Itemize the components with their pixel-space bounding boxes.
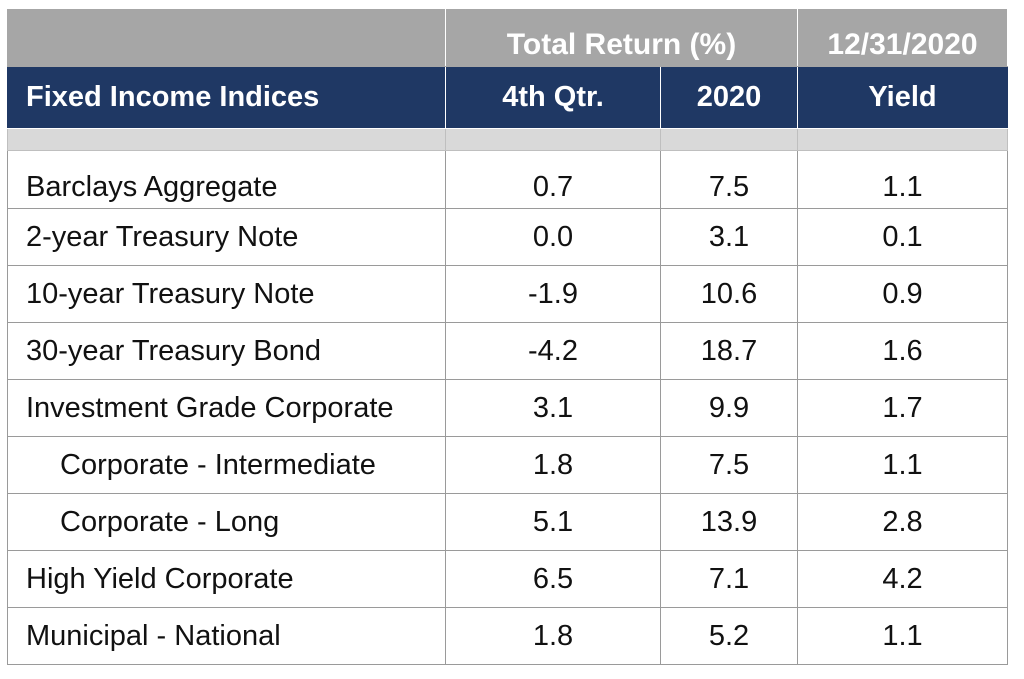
year-return: 5.2 bbox=[660, 607, 798, 665]
q4-return: 1.8 bbox=[445, 607, 661, 665]
yield-value: 1.1 bbox=[797, 607, 1008, 665]
divider-cell bbox=[445, 128, 661, 151]
yield-column-header: Yield bbox=[797, 66, 1008, 129]
q4-return: 3.1 bbox=[445, 379, 661, 437]
column-header-row: Fixed Income Indices 4th Qtr. 2020 Yield bbox=[7, 66, 1008, 129]
year-return: 7.5 bbox=[660, 150, 798, 209]
fixed-income-table: Total Return (%) 12/31/2020 Fixed Income… bbox=[7, 8, 1008, 665]
index-name: Barclays Aggregate bbox=[7, 150, 446, 209]
table-row: Corporate - Long 5.1 13.9 2.8 bbox=[7, 493, 1008, 551]
q4-return: -4.2 bbox=[445, 322, 661, 380]
yield-value: 1.1 bbox=[797, 436, 1008, 494]
index-name: High Yield Corporate bbox=[7, 550, 446, 608]
index-column-header: Fixed Income Indices bbox=[7, 66, 446, 129]
q4-return: -1.9 bbox=[445, 265, 661, 323]
index-name: 30-year Treasury Bond bbox=[7, 322, 446, 380]
year-return: 13.9 bbox=[660, 493, 798, 551]
total-return-header: Total Return (%) bbox=[445, 8, 798, 67]
year-return: 3.1 bbox=[660, 208, 798, 266]
index-name: Corporate - Long bbox=[7, 493, 446, 551]
q4-return: 0.0 bbox=[445, 208, 661, 266]
q4-return: 1.8 bbox=[445, 436, 661, 494]
yield-value: 1.7 bbox=[797, 379, 1008, 437]
yield-value: 4.2 bbox=[797, 550, 1008, 608]
year-return: 18.7 bbox=[660, 322, 798, 380]
divider-cell bbox=[797, 128, 1008, 151]
divider-cell bbox=[7, 128, 446, 151]
table-row: Investment Grade Corporate 3.1 9.9 1.7 bbox=[7, 379, 1008, 437]
super-header-blank bbox=[7, 8, 446, 67]
date-header: 12/31/2020 bbox=[797, 8, 1008, 67]
index-name: Investment Grade Corporate bbox=[7, 379, 446, 437]
q4-return: 5.1 bbox=[445, 493, 661, 551]
q4-column-header: 4th Qtr. bbox=[445, 66, 661, 129]
table-row: Corporate - Intermediate 1.8 7.5 1.1 bbox=[7, 436, 1008, 494]
q4-return: 0.7 bbox=[445, 150, 661, 209]
table-row: 10-year Treasury Note -1.9 10.6 0.9 bbox=[7, 265, 1008, 323]
index-name: 2-year Treasury Note bbox=[7, 208, 446, 266]
yield-value: 1.6 bbox=[797, 322, 1008, 380]
year-return: 7.1 bbox=[660, 550, 798, 608]
yield-value: 2.8 bbox=[797, 493, 1008, 551]
divider-cell bbox=[660, 128, 798, 151]
table-row: Municipal - National 1.8 5.2 1.1 bbox=[7, 607, 1008, 665]
q4-return: 6.5 bbox=[445, 550, 661, 608]
divider-band-row bbox=[7, 128, 1008, 151]
year-return: 9.9 bbox=[660, 379, 798, 437]
index-name: 10-year Treasury Note bbox=[7, 265, 446, 323]
yield-value: 0.1 bbox=[797, 208, 1008, 266]
year-return: 10.6 bbox=[660, 265, 798, 323]
yield-value: 1.1 bbox=[797, 150, 1008, 209]
super-header-row: Total Return (%) 12/31/2020 bbox=[7, 8, 1008, 67]
table-row: Barclays Aggregate 0.7 7.5 1.1 bbox=[7, 150, 1008, 209]
index-name: Corporate - Intermediate bbox=[7, 436, 446, 494]
yield-value: 0.9 bbox=[797, 265, 1008, 323]
table-row: 2-year Treasury Note 0.0 3.1 0.1 bbox=[7, 208, 1008, 266]
year-return: 7.5 bbox=[660, 436, 798, 494]
year-column-header: 2020 bbox=[660, 66, 798, 129]
table-row: High Yield Corporate 6.5 7.1 4.2 bbox=[7, 550, 1008, 608]
table-row: 30-year Treasury Bond -4.2 18.7 1.6 bbox=[7, 322, 1008, 380]
index-name: Municipal - National bbox=[7, 607, 446, 665]
